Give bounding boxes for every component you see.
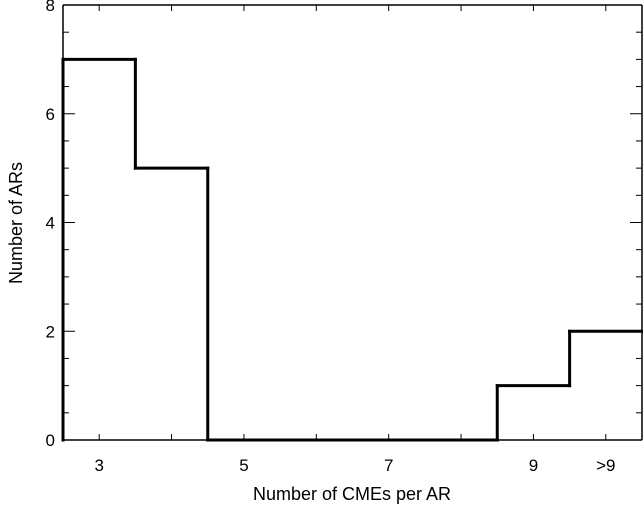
y-tick-label: 8 [46, 0, 55, 15]
x-tick-label: >9 [596, 456, 615, 475]
y-axis-label: Number of ARs [6, 162, 26, 284]
plot-axes [62, 4, 643, 441]
y-tick-label: 6 [46, 105, 55, 124]
tick-labels: 0 2 4 6 8 3 5 7 9 >9 [46, 0, 616, 475]
x-tick-label: 3 [94, 456, 103, 475]
y-tick-label: 4 [46, 214, 55, 233]
y-tick-label: 0 [46, 431, 55, 450]
x-tick-label: 7 [384, 456, 393, 475]
x-axis-label: Number of CMEs per AR [253, 484, 451, 504]
y-tick-label: 2 [46, 322, 55, 341]
histogram-bars [61, 57, 643, 442]
x-tick-label: 5 [239, 456, 248, 475]
axis-ticks [63, 4, 642, 441]
x-tick-label: 9 [529, 456, 538, 475]
